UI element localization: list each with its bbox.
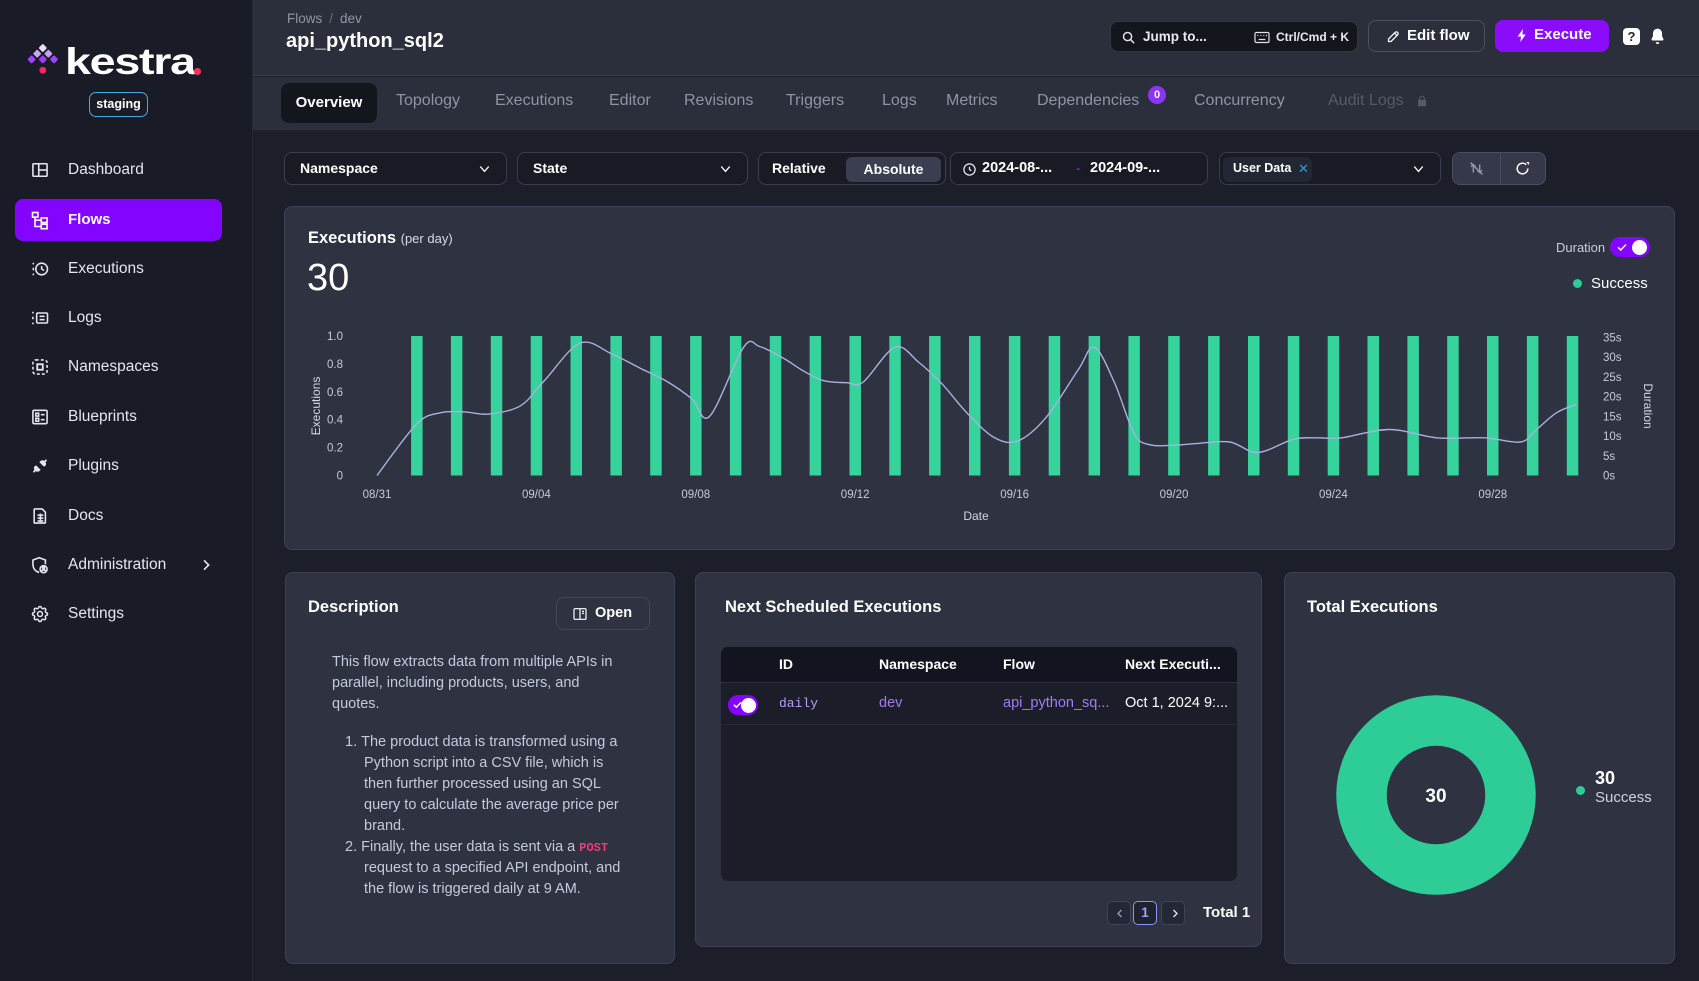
svg-text:25s: 25s [1603,372,1622,384]
svg-text:0: 0 [337,471,343,483]
svg-text:1.0: 1.0 [327,331,343,343]
svg-text:0.4: 0.4 [327,415,344,427]
svg-text:09/20: 09/20 [1160,489,1189,501]
svg-text:30: 30 [1425,786,1446,807]
svg-text:Duration: Duration [1641,383,1655,428]
svg-text:Executions: Executions [309,377,323,436]
svg-text:20s: 20s [1603,392,1622,404]
svg-text:0.8: 0.8 [327,359,343,371]
svg-text:09/16: 09/16 [1000,489,1029,501]
svg-text:Date: Date [963,509,989,523]
svg-text:09/12: 09/12 [841,489,870,501]
svg-text:09/08: 09/08 [681,489,710,501]
svg-text:35s: 35s [1603,333,1622,345]
svg-text:0s: 0s [1603,471,1615,483]
svg-text:5s: 5s [1603,451,1615,463]
svg-text:09/24: 09/24 [1319,489,1348,501]
svg-text:0.2: 0.2 [327,443,343,455]
svg-text:09/04: 09/04 [522,489,551,501]
svg-text:10s: 10s [1603,431,1622,443]
svg-text:09/28: 09/28 [1478,489,1507,501]
svg-text:0.6: 0.6 [327,387,343,399]
svg-text:15s: 15s [1603,411,1622,423]
svg-text:30s: 30s [1603,352,1622,364]
svg-text:08/31: 08/31 [363,489,392,501]
